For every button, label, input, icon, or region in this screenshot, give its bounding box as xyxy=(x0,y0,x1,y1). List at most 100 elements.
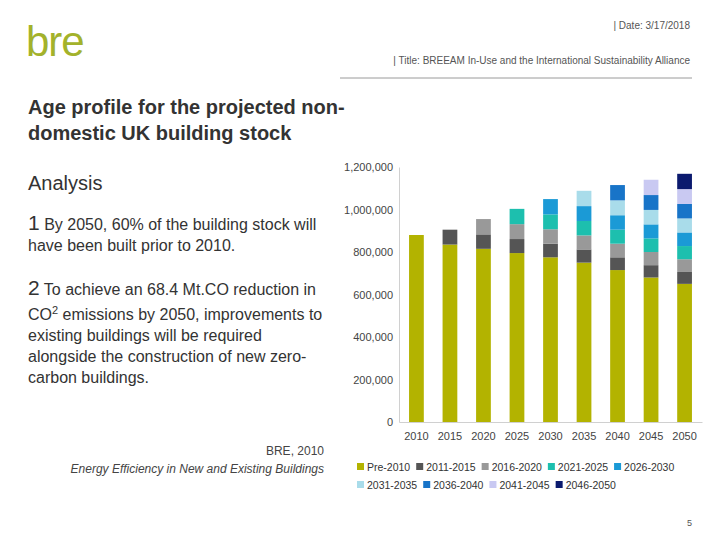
bar-segment xyxy=(677,246,692,259)
bar-segment xyxy=(610,215,625,229)
bars xyxy=(409,174,692,422)
bar-segment xyxy=(644,179,659,180)
bar-segment xyxy=(610,185,625,186)
legend-label: 2016-2020 xyxy=(492,461,542,473)
bar-segment xyxy=(543,199,558,200)
point-superscript: 2 xyxy=(52,304,58,316)
bar-segment xyxy=(577,221,592,235)
series-group xyxy=(677,174,692,189)
bar-segment xyxy=(677,174,692,189)
legend-swatch xyxy=(357,463,364,470)
bar-segment xyxy=(476,219,491,220)
bar-segment xyxy=(443,245,458,422)
legend-swatch xyxy=(357,481,364,488)
legend-item: 2036-2040 xyxy=(423,479,483,491)
bar-segment xyxy=(510,208,525,209)
legend-swatch xyxy=(614,463,621,470)
bar-segment xyxy=(443,229,458,230)
bar-segment xyxy=(677,284,692,422)
point-text: By 2050, 60% of the building stock will … xyxy=(28,216,316,254)
bar-segment xyxy=(510,209,525,224)
bar-segment xyxy=(443,229,458,230)
bar-segment xyxy=(644,238,659,252)
bar-segment xyxy=(677,232,692,246)
bar-segment xyxy=(409,235,424,236)
legend: Pre-20102011-20152016-20202021-20252026-… xyxy=(357,461,674,491)
y-tick: 400,000 xyxy=(353,331,399,343)
bar-segment xyxy=(443,229,458,230)
bar-segment xyxy=(677,272,692,284)
bar-segment xyxy=(543,214,558,229)
legend-swatch xyxy=(548,463,555,470)
legend-item: 2031-2035 xyxy=(357,479,417,491)
header-title: | Title: BREEAM In-Use and the Internati… xyxy=(393,55,690,66)
series-group xyxy=(543,199,692,246)
x-tick-label: 2025 xyxy=(505,430,529,442)
x-tick-label: 2040 xyxy=(605,430,629,442)
bar-segment xyxy=(409,235,424,236)
bar-segment xyxy=(644,210,659,224)
x-tick-label: 2010 xyxy=(404,430,428,442)
bar-segment xyxy=(476,219,491,220)
legend-item: 2046-2050 xyxy=(556,479,616,491)
bar-segment xyxy=(543,199,558,214)
legend-label: 2026-2030 xyxy=(624,461,674,473)
bar-segment xyxy=(510,208,525,209)
legend-label: Pre-2010 xyxy=(367,461,410,473)
bar-segment xyxy=(543,257,558,422)
legend-item: Pre-2010 xyxy=(357,461,410,473)
legend-label: 2021-2025 xyxy=(558,461,608,473)
bar-segment xyxy=(644,195,659,210)
y-tick-label: 800,000 xyxy=(353,246,393,258)
bar-segment xyxy=(610,244,625,258)
bar-segment xyxy=(443,229,458,230)
analysis-point: 2 To achieve an 68.4 Mt.CO reduction in … xyxy=(28,277,333,388)
bar-segment xyxy=(476,219,491,220)
bar-segment xyxy=(543,229,558,243)
bar-segment xyxy=(443,229,458,230)
legend-item: 2041-2045 xyxy=(489,479,549,491)
y-tick: 600,000 xyxy=(353,289,399,301)
bar-segment xyxy=(543,199,558,200)
bar-segment xyxy=(443,229,458,230)
bar-segment xyxy=(443,229,458,230)
y-tick: 800,000 xyxy=(353,246,399,258)
bar-segment xyxy=(510,224,525,239)
bar-segment xyxy=(644,180,659,195)
y-tick: 0 xyxy=(387,416,399,428)
bar-segment xyxy=(510,208,525,209)
bar-segment xyxy=(476,219,491,220)
bar-segment xyxy=(577,249,592,262)
legend-label: 2041-2045 xyxy=(499,479,549,491)
bar-segment xyxy=(677,218,692,232)
bar-segment xyxy=(510,208,525,209)
series-group xyxy=(476,219,692,272)
legend-swatch xyxy=(423,481,430,488)
x-axis-line xyxy=(400,422,703,423)
bar-segment xyxy=(644,252,659,265)
bar-segment xyxy=(476,219,491,220)
point-number: 2 xyxy=(28,276,40,299)
bar-segment xyxy=(409,235,424,236)
y-tick: 200,000 xyxy=(353,374,399,386)
bar-segment xyxy=(510,208,525,209)
bar-segment xyxy=(610,185,625,186)
x-tick: 2040 xyxy=(605,422,629,442)
source-title: Energy Efficiency in New and Existing Bu… xyxy=(71,462,324,476)
x-tick: 2050 xyxy=(672,422,696,442)
y-tick-label: 200,000 xyxy=(353,374,393,386)
bar-segment xyxy=(577,190,592,191)
x-tick: 2020 xyxy=(471,422,495,442)
x-tick: 2025 xyxy=(505,422,529,442)
x-tick: 2030 xyxy=(538,422,562,442)
bar-segment xyxy=(409,235,424,422)
x-tick: 2015 xyxy=(438,422,462,442)
point-number: 1 xyxy=(28,211,40,234)
bar-segment xyxy=(577,235,592,249)
bar-segment xyxy=(577,206,592,221)
bar-segment xyxy=(644,265,659,277)
x-tick: 2035 xyxy=(572,422,596,442)
legend-label: 2046-2050 xyxy=(566,479,616,491)
bar-segment xyxy=(476,219,491,234)
bar-segment xyxy=(543,199,558,200)
